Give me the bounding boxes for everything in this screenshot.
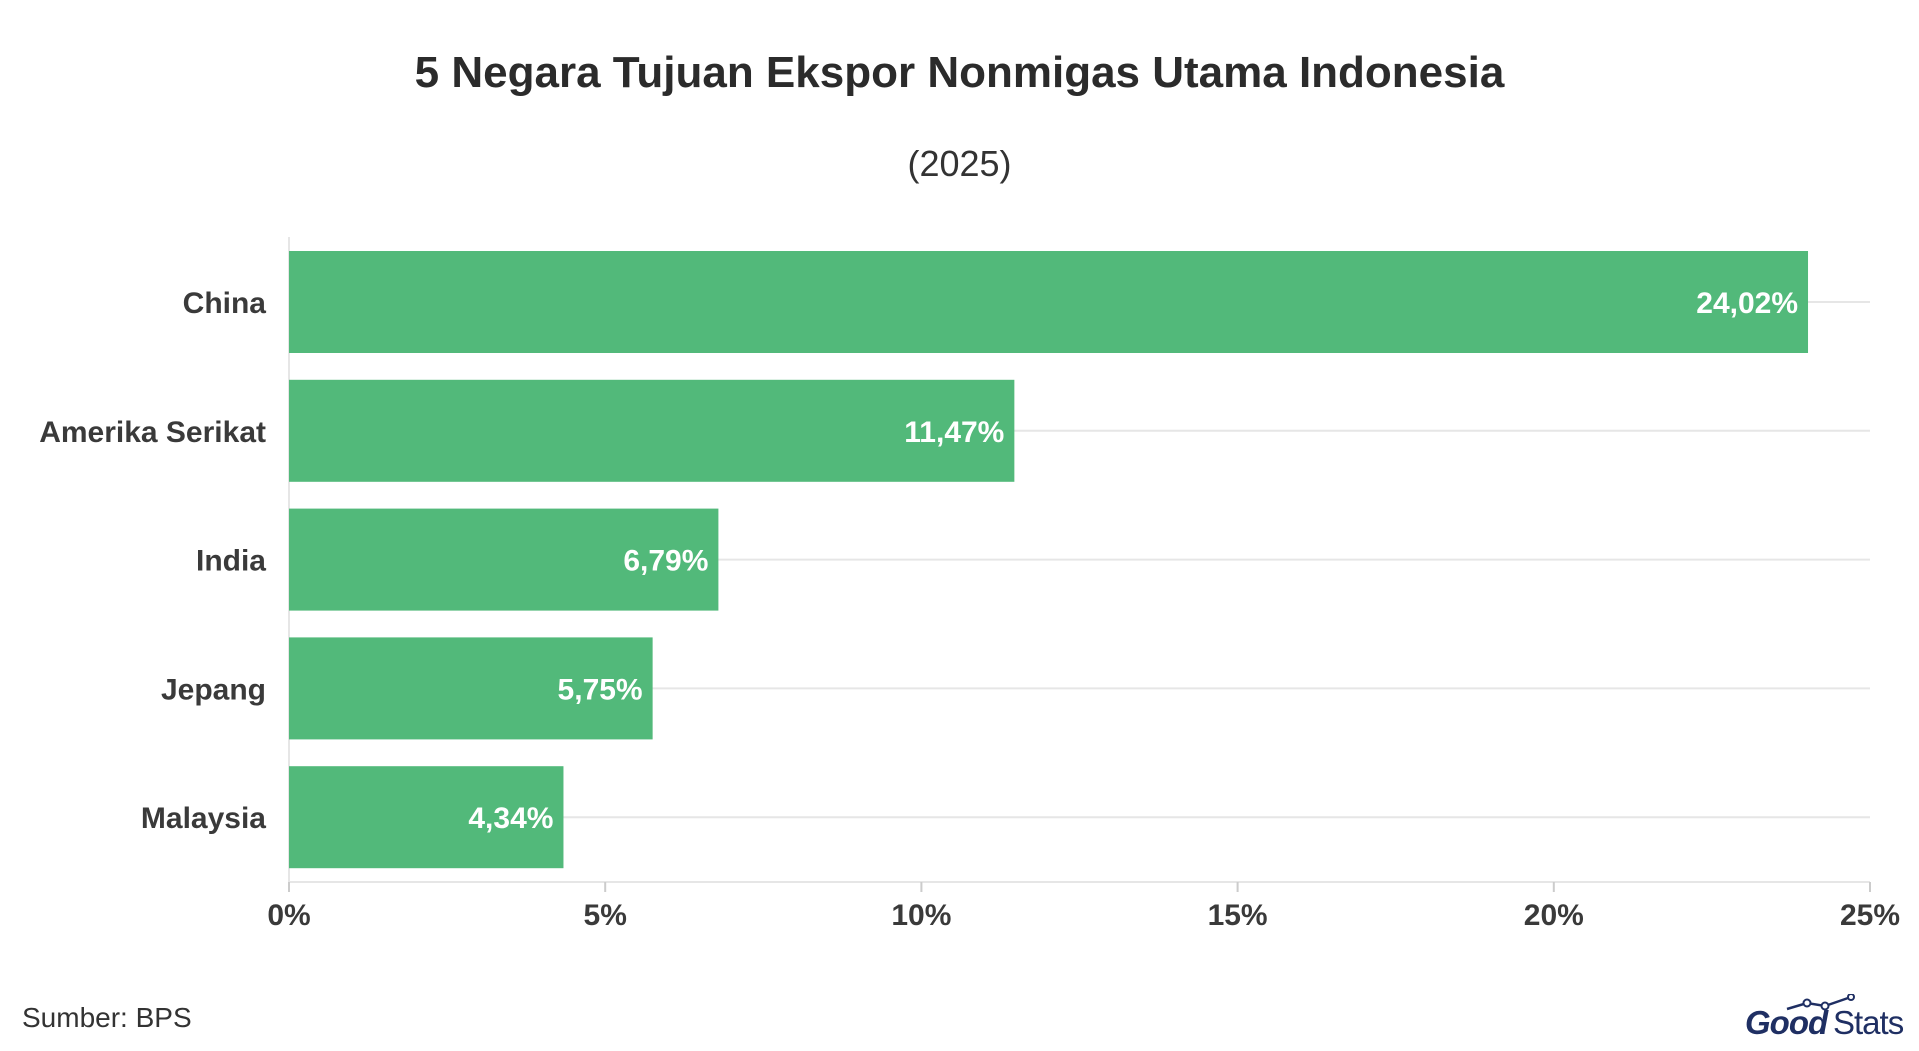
bar	[289, 251, 1809, 353]
chart-title: 5 Negara Tujuan Ekspor Nonmigas Utama In…	[414, 48, 1505, 97]
bar	[289, 637, 653, 740]
logo-spark-icon	[1786, 994, 1855, 1011]
x-tick-label: 25%	[1840, 899, 1900, 932]
category-label: Amerika Serikat	[39, 416, 266, 449]
data-label: 6,79%	[623, 545, 708, 578]
x-tick-label: 10%	[891, 899, 951, 932]
source-note: Sumber: BPS	[22, 1002, 192, 1033]
bar	[289, 379, 1015, 482]
data-label: 24,02%	[1696, 287, 1798, 320]
logo-good-text: Good	[1745, 1004, 1828, 1041]
data-label: 4,34%	[468, 802, 553, 835]
category-label: Jepang	[161, 673, 266, 706]
logo-stats-text: Stats	[1833, 1004, 1904, 1041]
x-tick-label: 5%	[584, 899, 627, 932]
x-tick-label: 20%	[1524, 899, 1584, 932]
x-tick-label: 0%	[267, 899, 310, 932]
data-label: 5,75%	[558, 673, 643, 706]
category-label: Malaysia	[141, 802, 266, 835]
x-tick-label: 15%	[1208, 899, 1268, 932]
goodstats-logo: Good Stats	[1745, 994, 1915, 1044]
chart-subtitle: (2025)	[907, 143, 1012, 184]
bar	[289, 508, 719, 611]
data-label: 11,47%	[904, 416, 1004, 449]
category-label: China	[183, 287, 267, 320]
category-label: India	[196, 545, 266, 578]
bar	[289, 766, 564, 869]
